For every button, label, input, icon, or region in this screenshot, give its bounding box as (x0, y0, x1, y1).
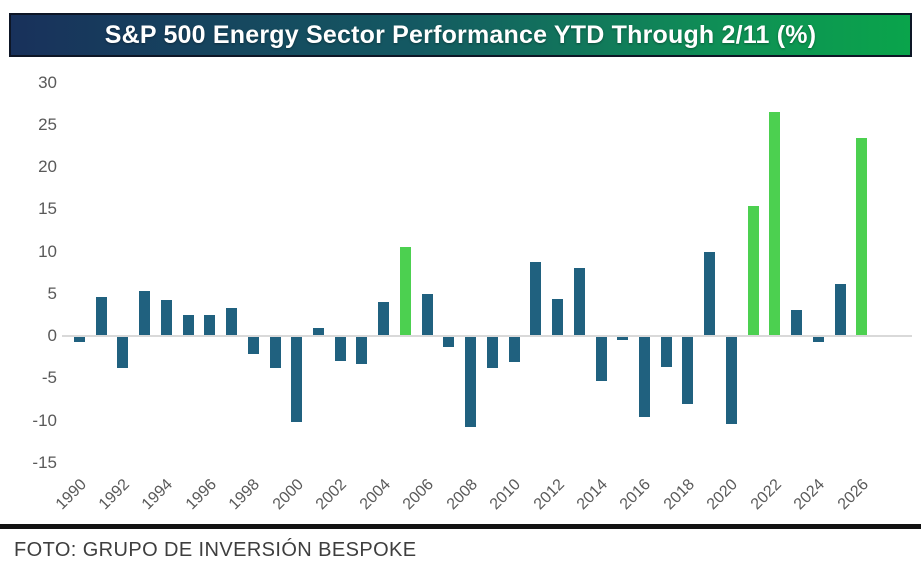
bar-2013 (573, 268, 585, 336)
y-tick--5: -5 (41, 368, 57, 388)
bar-2025 (834, 283, 846, 336)
bar-2011 (530, 262, 542, 336)
x-tick-2016: 2016 (617, 476, 655, 514)
bar-1996 (204, 314, 216, 336)
bottom-divider (0, 524, 921, 529)
y-tick--15: -15 (32, 452, 57, 472)
x-tick-2012: 2012 (530, 476, 568, 514)
bar-1995 (182, 314, 194, 336)
y-tick-10: 10 (38, 241, 57, 261)
bar-2015 (617, 337, 629, 341)
bar-1997 (226, 308, 238, 336)
bar-2020 (725, 337, 737, 425)
bar-2008 (465, 337, 477, 428)
bar-2012 (552, 298, 564, 336)
bar-1991 (95, 297, 107, 336)
bar-2022 (769, 112, 781, 336)
x-tick-1990: 1990 (52, 476, 90, 514)
bar-2002 (334, 337, 346, 361)
bar-2014 (595, 337, 607, 381)
y-tick-0: 0 (47, 326, 57, 345)
bar-2001 (313, 328, 325, 336)
photo-credit: FOTO: GRUPO DE INVERSIÓN BESPOKE (14, 539, 417, 561)
y-tick--10: -10 (32, 410, 57, 430)
bar-1993 (139, 291, 151, 336)
y-tick-25: 25 (38, 114, 57, 134)
bar-2024 (812, 337, 824, 343)
bar-2003 (356, 337, 368, 365)
bar-2018 (682, 337, 694, 404)
y-tick-15: 15 (38, 199, 57, 219)
bar-1994 (160, 299, 172, 336)
y-tick-5: 5 (47, 283, 57, 303)
x-tick-2026: 2026 (834, 476, 872, 514)
y-tick-30: 30 (38, 72, 57, 92)
chart-title-banner: S&P 500 Energy Sector Performance YTD Th… (9, 13, 912, 57)
bar-2004 (378, 302, 390, 336)
chart-title: S&P 500 Energy Sector Performance YTD Th… (104, 20, 817, 49)
bar-1992 (117, 337, 129, 369)
bar-2026 (856, 138, 868, 336)
plot-area: 30 25 20 15 10 5 0 -5 -10 -15 1990 1992 1994 1996 199… (32, 72, 912, 513)
zero-axis-line (62, 335, 912, 337)
bar-2006 (421, 293, 433, 336)
bar-2010 (508, 337, 520, 363)
bar-2023 (791, 309, 803, 336)
bar-2000 (291, 337, 303, 422)
bar-2016 (638, 337, 650, 418)
bar-2019 (704, 252, 716, 336)
bar-1990 (74, 337, 85, 343)
bar-2021 (747, 205, 759, 336)
bar-1999 (269, 337, 281, 369)
y-tick-20: 20 (38, 157, 57, 176)
bar-2007 (443, 337, 455, 348)
bar-2005 (399, 247, 411, 336)
bar-2017 (660, 337, 672, 368)
bar-1998 (247, 337, 259, 354)
bar-2009 (486, 337, 498, 369)
